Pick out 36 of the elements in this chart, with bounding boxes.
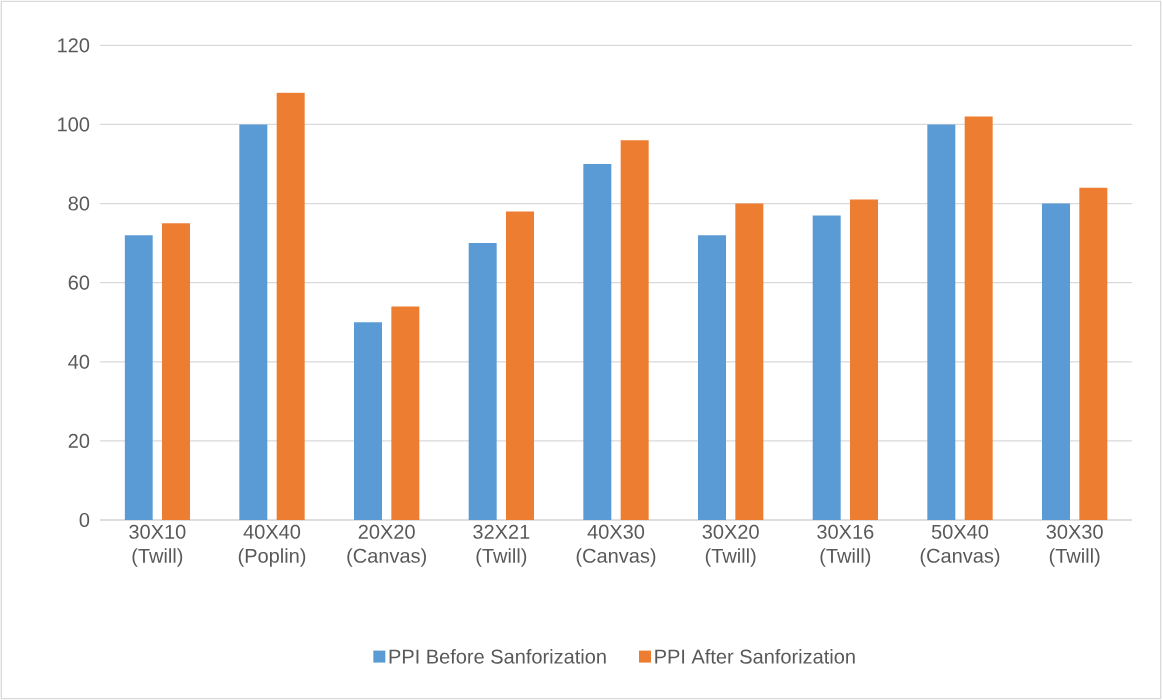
- x-tick-label: 30X20 (Twill): [702, 524, 759, 567]
- bar: [927, 124, 956, 520]
- bar: [1042, 203, 1070, 520]
- x-tick-label: 32X21 (Twill): [473, 524, 530, 567]
- x-tick-label: 40X30 (Canvas): [576, 524, 656, 567]
- x-tick-label: 50X40 (Canvas): [920, 524, 1000, 567]
- bar: [124, 235, 153, 520]
- bar: [162, 223, 191, 520]
- bar: [812, 215, 841, 520]
- y-tick-label: 120: [58, 38, 90, 53]
- x-tick-label: 20X20 (Canvas): [347, 524, 426, 567]
- y-tick-label: 40: [68, 354, 90, 369]
- bar: [735, 203, 764, 520]
- y-tick-label: 60: [68, 275, 90, 290]
- x-tick-label: 40X40 (Poplin): [238, 524, 306, 567]
- bar: [1079, 187, 1108, 520]
- y-tick-label: 20: [68, 433, 90, 448]
- bar: [391, 306, 420, 520]
- y-tick-label: 100: [58, 117, 90, 132]
- legend-label: PPI Before Sanforization: [389, 649, 606, 664]
- bar: [698, 235, 726, 520]
- legend-label: PPI After Sanforization: [655, 649, 855, 664]
- x-tick-label: 30X16 (Twill): [817, 524, 874, 567]
- x-tick-label: 30X30 (Twill): [1046, 524, 1103, 567]
- bar: [468, 243, 497, 520]
- bar: [354, 322, 382, 520]
- bar: [620, 140, 649, 520]
- bar: [964, 116, 993, 520]
- bar: [239, 124, 268, 520]
- bar: [850, 199, 878, 520]
- bar: [506, 211, 534, 520]
- y-tick-label: 80: [68, 196, 90, 211]
- bar: [583, 164, 612, 520]
- x-tick-label: 30X10 (Twill): [129, 524, 186, 567]
- bar: [276, 92, 305, 520]
- y-tick-label: 0: [79, 512, 90, 528]
